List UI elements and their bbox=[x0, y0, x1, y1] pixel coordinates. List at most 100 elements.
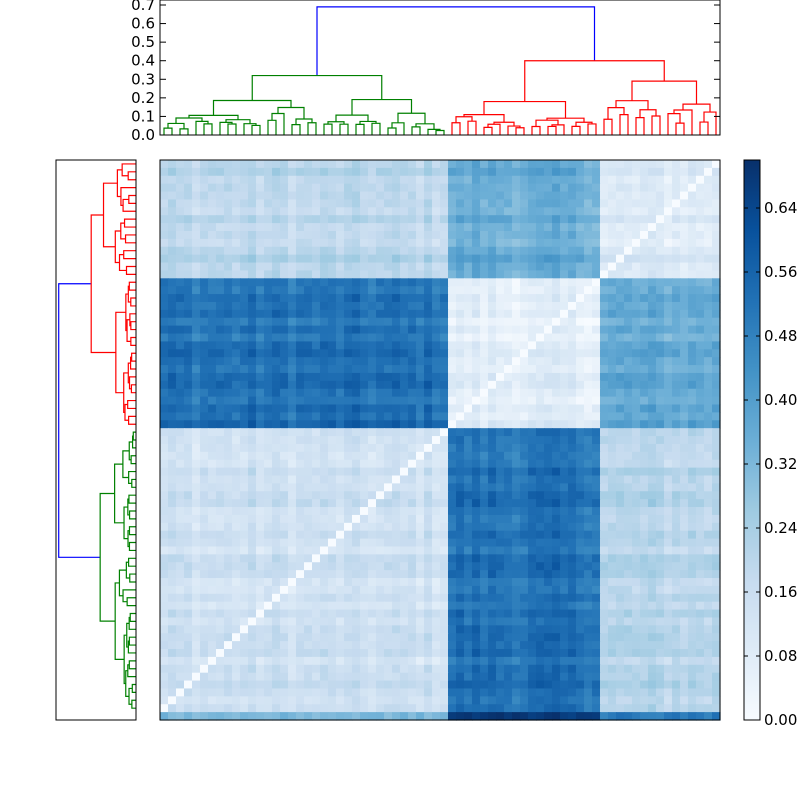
heatmap-cell bbox=[600, 167, 609, 177]
heatmap-cell bbox=[528, 459, 537, 469]
heatmap-cell bbox=[528, 309, 537, 319]
heatmap-cell bbox=[304, 207, 313, 216]
heatmap-cell bbox=[432, 483, 441, 492]
heatmap-cell bbox=[600, 585, 609, 595]
heatmap-cell bbox=[608, 254, 617, 264]
heatmap-cell bbox=[632, 365, 641, 374]
heatmap-cell bbox=[384, 443, 393, 453]
heatmap-cell bbox=[240, 617, 249, 626]
heatmap-cell bbox=[688, 491, 697, 500]
heatmap-cell bbox=[240, 656, 249, 666]
heatmap-cell bbox=[264, 491, 273, 500]
heatmap-cell bbox=[208, 238, 217, 248]
heatmap-cell bbox=[488, 223, 497, 232]
heatmap-cell bbox=[640, 514, 649, 524]
heatmap-cell bbox=[208, 514, 217, 524]
heatmap-cell bbox=[480, 333, 489, 343]
heatmap-cell bbox=[592, 294, 601, 303]
heatmap-cell bbox=[616, 365, 625, 374]
heatmap-cell bbox=[312, 443, 321, 453]
heatmap-cell bbox=[504, 230, 513, 240]
heatmap-cell bbox=[264, 396, 273, 406]
heatmap-cell bbox=[632, 601, 641, 611]
heatmap-cell bbox=[200, 664, 209, 674]
heatmap-cell bbox=[528, 396, 537, 406]
heatmap-cell bbox=[432, 451, 441, 461]
heatmap-cell bbox=[352, 546, 361, 555]
heatmap-cell bbox=[240, 664, 249, 674]
heatmap-cell bbox=[272, 357, 281, 366]
heatmap-cell bbox=[536, 499, 545, 508]
heatmap-cell bbox=[584, 633, 593, 642]
heatmap-cell bbox=[224, 483, 233, 492]
heatmap-cell bbox=[288, 207, 297, 216]
top-dendrogram-link bbox=[467, 120, 477, 135]
heatmap-cell bbox=[184, 585, 193, 595]
heatmap-cell bbox=[680, 459, 689, 469]
heatmap-cell bbox=[360, 483, 369, 492]
heatmap-cell bbox=[264, 483, 273, 492]
heatmap-cell bbox=[496, 215, 505, 224]
heatmap-cell bbox=[576, 396, 585, 406]
heatmap-cell bbox=[392, 388, 401, 398]
heatmap-cell bbox=[584, 380, 593, 390]
heatmap-cell bbox=[264, 191, 273, 201]
heatmap-cell bbox=[392, 420, 401, 429]
heatmap-cell bbox=[520, 443, 529, 453]
heatmap-cell bbox=[392, 672, 401, 682]
heatmap-cell bbox=[576, 325, 585, 335]
heatmap-cell bbox=[256, 696, 265, 705]
heatmap-cell bbox=[472, 215, 481, 224]
heatmap-cell bbox=[600, 451, 609, 461]
heatmap-cell bbox=[536, 562, 545, 571]
heatmap-cell bbox=[344, 380, 353, 390]
heatmap-cell bbox=[688, 357, 697, 366]
heatmap-cell bbox=[216, 325, 225, 335]
heatmap-cell bbox=[320, 688, 329, 697]
heatmap-cell bbox=[288, 467, 297, 477]
top-dendrogram-link bbox=[307, 122, 317, 135]
heatmap-cell bbox=[192, 215, 201, 224]
heatmap-cell bbox=[496, 238, 505, 248]
heatmap-cell bbox=[616, 483, 625, 492]
heatmap-cell bbox=[184, 491, 193, 500]
heatmap-cell bbox=[328, 467, 337, 477]
left-dendrogram-link bbox=[128, 441, 133, 461]
heatmap-cell bbox=[408, 459, 417, 469]
heatmap-cell bbox=[648, 333, 657, 343]
heatmap-cell bbox=[360, 514, 369, 524]
heatmap-cell bbox=[592, 262, 601, 272]
heatmap-cell bbox=[296, 538, 305, 548]
heatmap-cell bbox=[528, 601, 537, 611]
heatmap-cell bbox=[440, 585, 449, 595]
heatmap-cell bbox=[232, 199, 241, 208]
heatmap-cell bbox=[400, 625, 409, 634]
heatmap-cell bbox=[296, 499, 305, 508]
heatmap-cell bbox=[216, 578, 225, 587]
heatmap-cell bbox=[224, 672, 233, 682]
heatmap-cell bbox=[424, 420, 433, 429]
heatmap-cell bbox=[216, 278, 225, 287]
heatmap-cell bbox=[264, 601, 273, 611]
heatmap-cell bbox=[344, 436, 353, 445]
heatmap-cell bbox=[448, 688, 457, 697]
heatmap-cell bbox=[696, 696, 705, 705]
heatmap-cell bbox=[176, 499, 185, 508]
heatmap-cell bbox=[184, 570, 193, 579]
heatmap-cell bbox=[208, 633, 217, 642]
heatmap-cell bbox=[368, 499, 377, 508]
heatmap-cell bbox=[664, 270, 673, 279]
heatmap-cell bbox=[672, 483, 681, 492]
heatmap-cell bbox=[304, 530, 313, 540]
heatmap-cell bbox=[576, 593, 585, 603]
heatmap-cell bbox=[336, 341, 345, 350]
heatmap-cell bbox=[336, 357, 345, 366]
heatmap-cell bbox=[616, 609, 625, 619]
heatmap-cell bbox=[264, 183, 273, 193]
heatmap-cell bbox=[408, 680, 417, 690]
heatmap-cell bbox=[472, 546, 481, 555]
heatmap-cell bbox=[624, 585, 633, 595]
heatmap-cell bbox=[504, 601, 513, 611]
heatmap-cell bbox=[304, 688, 313, 697]
